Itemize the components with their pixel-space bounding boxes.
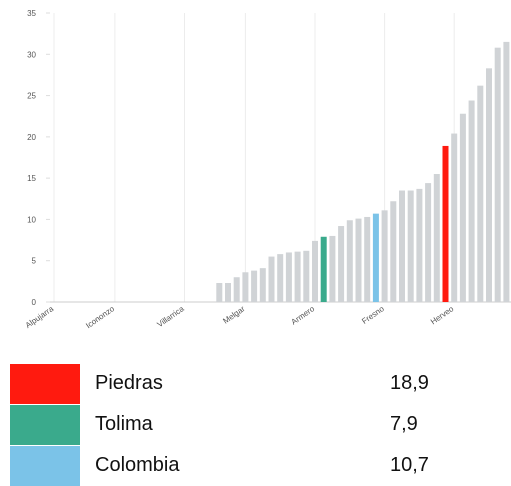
legend-value: 10,7 [390,454,429,476]
bar [294,251,301,302]
y-tick-label: 35 [27,9,36,18]
x-tick-label: Fresno [360,304,386,326]
bar [251,270,258,302]
bar [477,85,484,302]
bar [468,100,475,302]
x-tick-label: Armero [289,304,316,327]
legend-swatch [10,405,80,445]
bar [425,183,432,302]
bar [459,113,466,302]
bar [216,283,223,302]
bar [268,256,275,302]
bar [233,277,240,302]
bar [494,47,501,303]
bar [355,218,362,302]
x-tick-label: Melgar [221,304,246,326]
legend-swatch [10,364,80,404]
legend-item: Colombia 10,7 [0,444,511,486]
bar [407,190,414,302]
legend-value: 18,9 [390,372,429,394]
x-tick-label: Alpujarra [24,304,56,330]
chart: 0 5 10 15 20 25 30 35 Alpujarra Icononzo Villarric… [24,9,511,330]
bar [381,210,388,302]
bar [259,268,266,302]
x-tick-label: Herveo [429,304,456,326]
bar [390,201,397,302]
y-tick-label: 10 [27,215,36,224]
bar [364,216,371,302]
legend-item: Tolima 7,9 [0,403,511,445]
bar [285,252,292,302]
y-tick-label: 5 [32,257,37,266]
y-tick-label: 25 [27,92,36,101]
bar [416,188,423,302]
y-tick-label: 20 [27,133,36,142]
bar [399,190,405,302]
x-tick-label: Villarrica [155,304,186,329]
bar [329,235,336,302]
bar [451,133,458,302]
bar [486,68,492,302]
bar [225,283,231,302]
bar [346,220,353,302]
bar [442,145,449,302]
legend-name: Tolima [95,413,153,435]
bar [433,174,440,302]
x-tick-label: Icononzo [84,304,116,330]
bar [277,254,284,302]
bar [372,213,379,302]
bar [338,226,345,302]
bar [242,272,249,302]
y-tick-label: 15 [27,174,36,183]
y-tick-label: 30 [27,50,36,59]
legend-value: 7,9 [390,413,418,435]
legend: Piedras 18,9 Tolima 7,9 Colombia 10,7 [0,362,511,486]
y-tick-label: 0 [32,298,37,307]
bar [320,236,327,302]
legend-name: Colombia [95,454,180,476]
legend-item: Piedras 18,9 [0,362,511,404]
bar [312,240,318,302]
legend-swatch [10,446,80,486]
bar [503,41,510,303]
legend-name: Piedras [95,372,163,394]
bar [303,250,310,302]
